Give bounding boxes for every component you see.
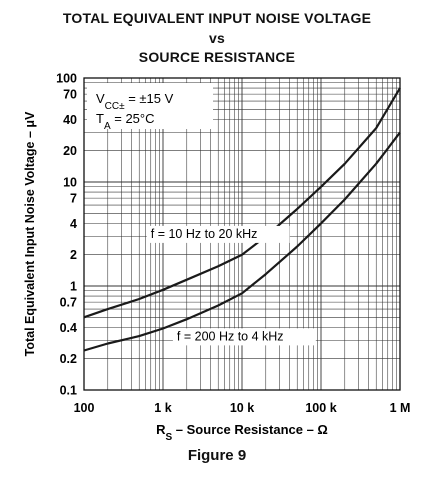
series-label-bg-2 (172, 328, 316, 346)
y-tick-label: 0.7 (60, 296, 77, 310)
y-tick-label: 100 (56, 72, 77, 86)
x-axis-label: RS – Source Resistance – Ω (156, 422, 328, 440)
y-axis-label: Total Equivalent Input Noise Voltage – μ… (23, 111, 37, 356)
figure-label: Figure 9 (187, 447, 247, 464)
y-tick-label: 20 (63, 144, 77, 158)
y-tick-label: 4 (70, 217, 77, 231)
y-tick-label: 70 (63, 88, 77, 102)
x-tick-label: 10 k (230, 401, 254, 415)
chart-title-line-1: TOTAL EQUIVALENT INPUT NOISE VOLTAGE (62, 10, 372, 26)
condition-2: TA = 25°C (96, 111, 155, 132)
plot-frame (83, 77, 401, 391)
y-tick-label: 0.1 (60, 384, 77, 398)
condition-1: VCC± = ±15 V (96, 91, 174, 112)
y-tick-label: 7 (70, 192, 77, 206)
series-label-bg-1 (146, 225, 290, 243)
y-tick-label: 1 (70, 280, 77, 294)
noise-chart: VCC± = ±15 VTA = 25°C f = 10 Hz to 20 kHz… (23, 72, 411, 441)
chart-title-line-2: vs (209, 30, 225, 46)
y-tick-label: 0.4 (60, 321, 77, 335)
conditions-box (87, 83, 213, 129)
y-tick-label: 40 (63, 113, 77, 127)
series-line-2 (83, 131, 401, 352)
y-tick-label: 0.2 (60, 352, 77, 366)
series-label-2: f = 200 Hz to 4 kHz (177, 329, 284, 343)
series-line-1 (83, 87, 401, 319)
x-tick-label: 1 M (390, 401, 411, 415)
x-tick-label: 100 k (305, 401, 336, 415)
y-tick-label: 10 (63, 176, 77, 190)
x-tick-label: 1 k (154, 401, 171, 415)
x-tick-label: 100 (74, 401, 95, 415)
series-label-1: f = 10 Hz to 20 kHz (151, 227, 258, 241)
y-tick-label: 2 (70, 248, 77, 262)
chart-title-line-3: SOURCE RESISTANCE (138, 49, 296, 65)
